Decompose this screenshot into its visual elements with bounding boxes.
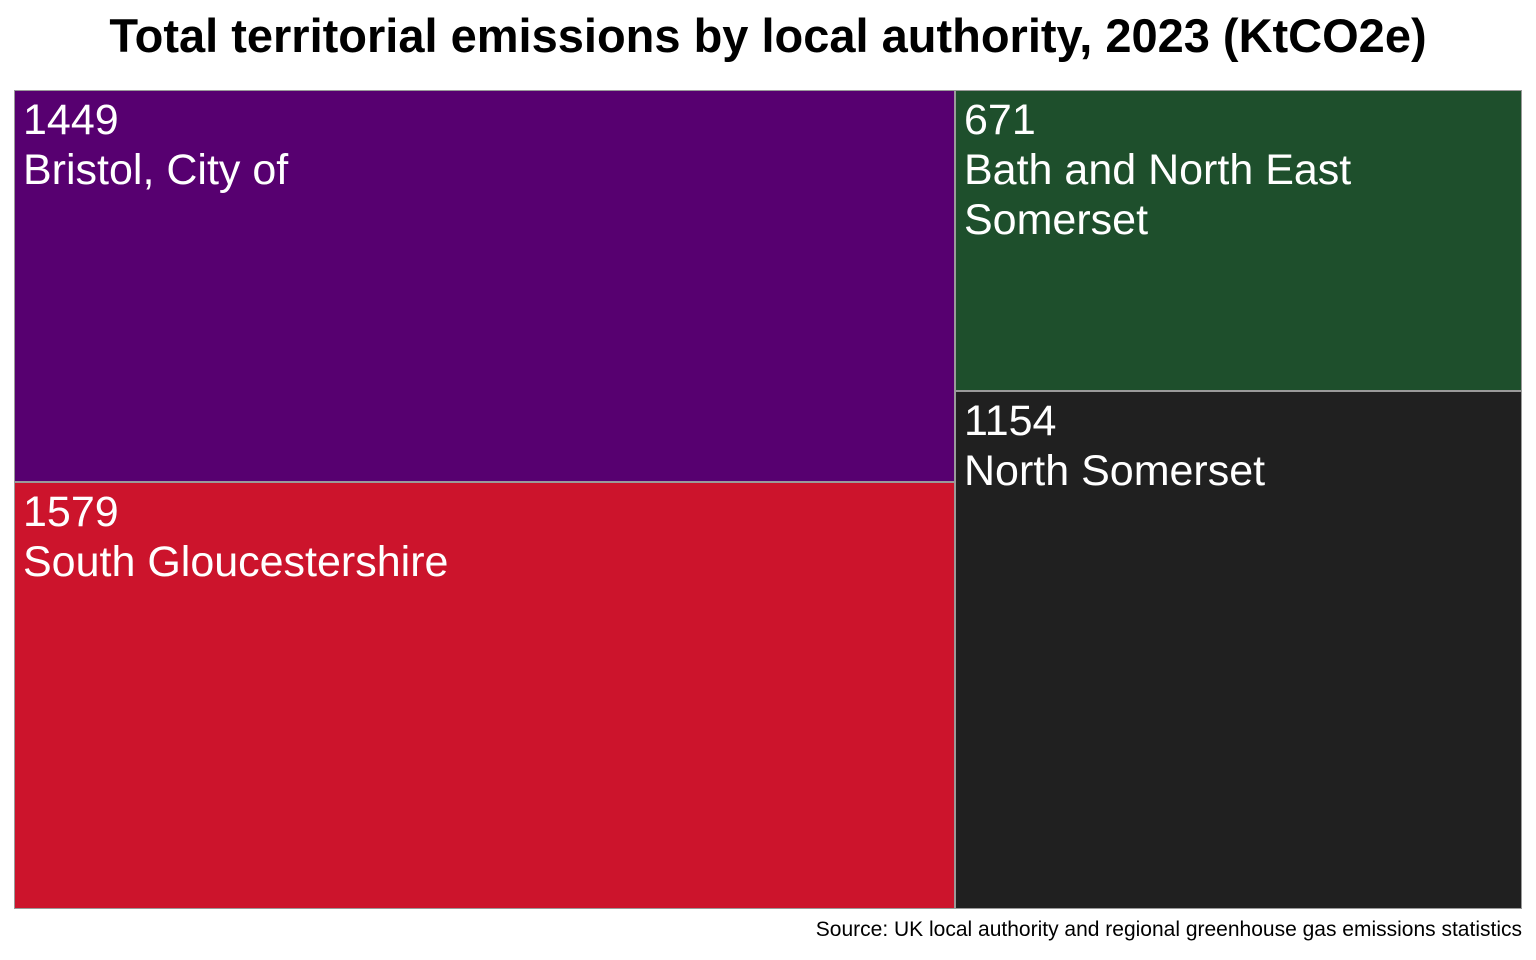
treemap-tile-north-somerset: 1154 North Somerset	[955, 391, 1522, 909]
tile-value-label: 1449	[23, 96, 119, 144]
treemap: 1449 Bristol, City of 1579 South Glouces…	[14, 90, 1522, 909]
tile-name-label: Bristol, City of	[23, 146, 289, 194]
tile-name-label: South Gloucestershire	[23, 538, 449, 586]
chart-title: Total territorial emissions by local aut…	[109, 9, 1427, 62]
tile-name-label: Bath and North East Somerset	[964, 146, 1352, 244]
tile-value-label: 1579	[23, 488, 119, 536]
tile-value-label: 1154	[964, 397, 1057, 445]
tile-name-label: North Somerset	[964, 447, 1266, 495]
treemap-tile-bath-and-north-east-somerset: 671 Bath and North East Somerset	[955, 90, 1522, 391]
treemap-tile-south-gloucestershire: 1579 South Gloucestershire	[14, 482, 955, 909]
tile-value-label: 671	[964, 96, 1036, 144]
source-note: Source: UK local authority and regional …	[815, 918, 1522, 941]
treemap-tile-bristol: 1449 Bristol, City of	[14, 90, 955, 482]
